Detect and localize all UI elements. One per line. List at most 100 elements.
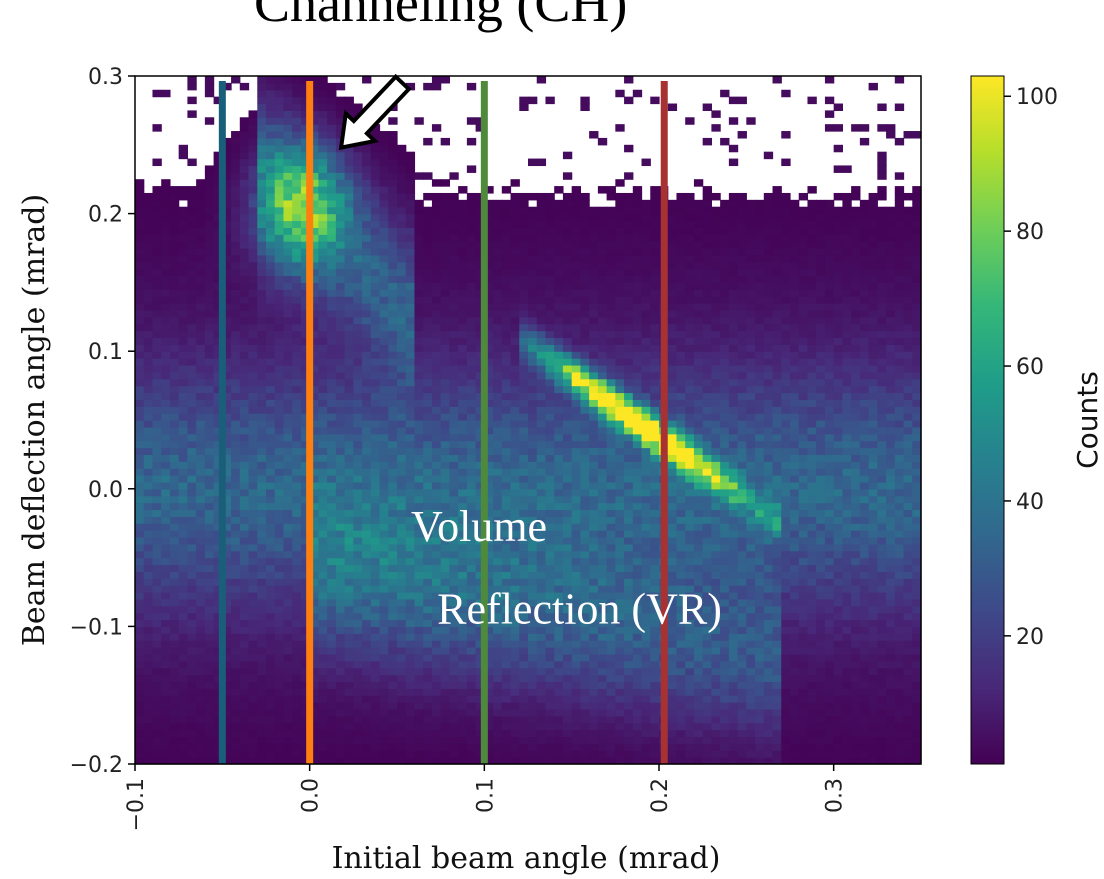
heatmap-cell xyxy=(370,303,381,311)
heatmap-cell xyxy=(554,729,564,738)
heatmap-cell xyxy=(187,495,197,504)
heatmap-cell xyxy=(606,688,616,696)
heatmap-cell xyxy=(466,667,477,676)
heatmap-cell xyxy=(379,275,389,283)
heatmap-cell xyxy=(222,323,232,332)
heatmap-cell xyxy=(213,523,223,531)
heatmap-cell xyxy=(178,488,188,497)
heatmap-cell xyxy=(528,757,538,765)
heatmap-cell xyxy=(475,206,485,215)
heatmap-cell xyxy=(248,695,258,703)
heatmap-cell xyxy=(475,571,485,579)
heatmap-cell xyxy=(213,172,223,180)
heatmap-cell xyxy=(606,557,616,566)
heatmap-cell xyxy=(580,358,590,366)
heatmap-cell xyxy=(362,76,372,84)
heatmap-cell xyxy=(300,468,311,476)
heatmap-cell xyxy=(344,172,354,180)
heatmap-cell xyxy=(379,605,389,614)
heatmap-cell xyxy=(405,241,416,249)
heatmap-cell xyxy=(449,413,459,421)
heatmap-cell xyxy=(283,351,293,359)
heatmap-cell xyxy=(300,536,311,545)
heatmap-cell xyxy=(440,344,450,352)
heatmap-cell xyxy=(562,543,573,552)
heatmap-cell xyxy=(519,282,529,290)
heatmap-cell xyxy=(440,296,450,304)
heatmap-cell xyxy=(344,660,354,669)
heatmap-cell xyxy=(274,289,285,297)
heatmap-cell xyxy=(239,186,250,194)
heatmap-cell xyxy=(274,550,285,559)
heatmap-cell xyxy=(135,502,145,511)
heatmap-cell xyxy=(187,241,197,249)
heatmap-cell xyxy=(318,633,328,641)
heatmap-cell xyxy=(187,557,197,566)
heatmap-cell xyxy=(449,695,459,703)
heatmap-cell xyxy=(292,199,302,208)
heatmap-cell xyxy=(362,454,372,462)
heatmap-cell xyxy=(204,495,215,504)
heatmap-cell xyxy=(615,536,625,545)
heatmap-cell xyxy=(300,309,311,318)
heatmap-cell xyxy=(292,585,302,593)
heatmap-cell xyxy=(606,743,616,751)
heatmap-cell xyxy=(493,488,503,497)
heatmap-cell xyxy=(414,447,424,455)
heatmap-cell xyxy=(344,757,354,765)
heatmap-cell xyxy=(335,117,346,125)
heatmap-cell xyxy=(475,282,485,290)
heatmap-cell xyxy=(204,234,215,242)
heatmap-cell xyxy=(562,420,573,428)
heatmap-cell xyxy=(178,151,188,160)
heatmap-cell xyxy=(327,426,337,435)
heatmap-cell xyxy=(161,509,171,517)
heatmap-cell xyxy=(187,296,197,304)
heatmap-cell xyxy=(370,172,381,180)
heatmap-cell xyxy=(562,660,573,669)
heatmap-cell xyxy=(466,261,477,270)
heatmap-cell xyxy=(327,571,337,579)
heatmap-cell xyxy=(196,564,206,572)
heatmap-cell xyxy=(606,502,616,511)
heatmap-cell xyxy=(449,337,459,345)
heatmap-cell xyxy=(213,619,223,627)
heatmap-cell xyxy=(344,358,354,366)
heatmap-cell xyxy=(580,598,590,607)
heatmap-cell xyxy=(344,488,354,497)
heatmap-cell xyxy=(545,640,555,648)
heatmap-cell xyxy=(423,475,433,483)
heatmap-cell xyxy=(510,578,520,586)
heatmap-cell xyxy=(187,488,197,497)
heatmap-cell xyxy=(344,557,354,566)
heatmap-cell xyxy=(309,316,319,325)
heatmap-cell xyxy=(231,543,241,552)
heatmap-cell xyxy=(397,530,407,538)
heatmap-cell xyxy=(484,371,494,380)
heatmap-cell xyxy=(309,578,319,586)
heatmap-cell xyxy=(528,96,538,105)
heatmap-cell xyxy=(484,420,494,428)
heatmap-cell xyxy=(362,358,372,366)
heatmap-cell xyxy=(589,420,599,428)
heatmap-cell xyxy=(248,206,258,215)
heatmap-cell xyxy=(335,323,346,332)
heatmap-cell xyxy=(388,323,398,332)
heatmap-cell xyxy=(353,571,363,579)
heatmap-cell xyxy=(510,708,520,717)
heatmap-cell xyxy=(545,578,555,586)
heatmap-cell xyxy=(187,757,197,765)
heatmap-cell xyxy=(379,303,389,311)
heatmap-cell xyxy=(169,303,180,311)
heatmap-cell xyxy=(589,364,599,373)
heatmap-cell xyxy=(362,330,372,339)
heatmap-cell xyxy=(292,743,302,751)
heatmap-cell xyxy=(178,309,188,318)
heatmap-cell xyxy=(213,454,223,462)
heatmap-cell xyxy=(475,619,485,627)
heatmap-cell xyxy=(213,420,223,428)
heatmap-cell xyxy=(606,660,616,669)
heatmap-cell xyxy=(414,578,424,586)
heatmap-cell xyxy=(135,433,145,442)
heatmap-cell xyxy=(397,289,407,297)
